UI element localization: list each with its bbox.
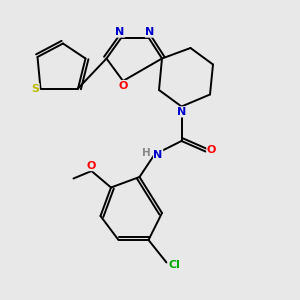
Text: N: N (154, 149, 163, 160)
Text: N: N (146, 27, 154, 37)
Text: H: H (142, 148, 151, 158)
Text: S: S (31, 83, 39, 94)
Text: Cl: Cl (168, 260, 180, 271)
Text: N: N (116, 27, 124, 37)
Text: O: O (87, 160, 96, 171)
Text: O: O (207, 145, 216, 155)
Text: N: N (177, 107, 186, 117)
Text: O: O (118, 80, 128, 91)
